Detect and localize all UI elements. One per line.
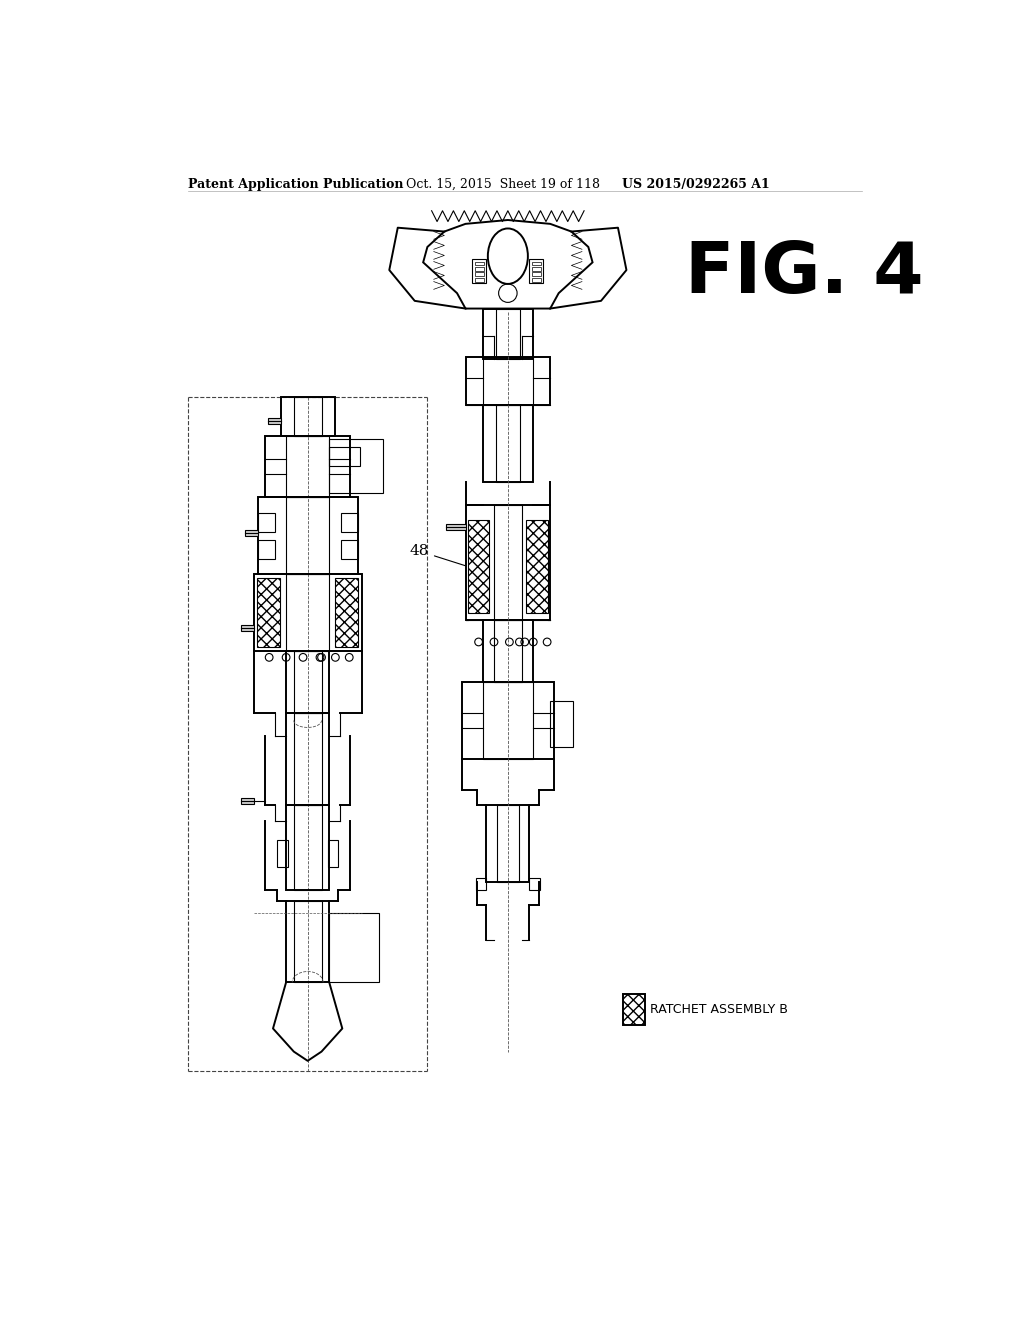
Bar [286, 805, 330, 890]
Bar [328, 840, 339, 867]
Bar [341, 512, 357, 532]
Bar [294, 805, 322, 890]
Bar [483, 309, 532, 359]
Bar [483, 358, 532, 405]
Bar [472, 259, 486, 284]
Bar [258, 498, 357, 574]
Bar [286, 574, 330, 651]
Bar [475, 261, 484, 265]
Bar [294, 713, 322, 805]
Bar [475, 272, 484, 276]
Bar [281, 397, 335, 436]
Bar [483, 682, 532, 759]
Bar [475, 878, 486, 890]
Bar [494, 506, 521, 620]
Bar [475, 277, 484, 281]
Bar [294, 651, 322, 713]
Bar [286, 498, 330, 574]
Bar [286, 436, 330, 498]
Bar [531, 277, 541, 281]
Bar [330, 440, 383, 494]
Text: Patent Application Publication: Patent Application Publication [188, 178, 403, 190]
Bar [529, 259, 544, 284]
Bar [475, 267, 484, 271]
Text: RATCHET ASSEMBLY B: RATCHET ASSEMBLY B [650, 1003, 788, 1016]
Bar [483, 405, 532, 482]
Bar [286, 713, 330, 805]
Bar [336, 578, 358, 647]
Text: FIG. 4: FIG. 4 [685, 239, 924, 309]
Bar [624, 994, 645, 1024]
Bar [294, 397, 322, 436]
Bar [330, 447, 360, 466]
Bar [286, 902, 330, 982]
Bar [531, 261, 541, 265]
Bar [254, 574, 361, 651]
Bar [496, 405, 520, 482]
Bar [245, 529, 258, 536]
Bar [241, 626, 254, 631]
Text: 48: 48 [410, 544, 465, 566]
Bar [258, 512, 274, 532]
Bar [494, 620, 521, 682]
Bar [341, 540, 357, 558]
Bar [529, 878, 541, 890]
Bar [241, 799, 254, 804]
Bar [286, 651, 330, 713]
Bar [550, 701, 573, 747]
Bar [531, 267, 541, 271]
Bar [466, 506, 550, 620]
Bar [294, 902, 322, 982]
Text: US 2015/0292265 A1: US 2015/0292265 A1 [622, 178, 770, 190]
Bar [497, 805, 518, 882]
Bar [258, 540, 274, 558]
Bar [276, 840, 288, 867]
Bar [483, 620, 532, 682]
Bar [265, 436, 350, 498]
Bar [257, 578, 280, 647]
Bar [466, 358, 550, 405]
Bar [526, 520, 548, 612]
Bar [531, 272, 541, 276]
Bar [468, 520, 489, 612]
Bar [446, 524, 466, 531]
Text: Oct. 15, 2015  Sheet 19 of 118: Oct. 15, 2015 Sheet 19 of 118 [407, 178, 600, 190]
Bar [462, 682, 554, 759]
Bar [330, 913, 379, 982]
Bar [267, 418, 281, 424]
Bar [496, 309, 520, 359]
Bar [486, 805, 529, 882]
